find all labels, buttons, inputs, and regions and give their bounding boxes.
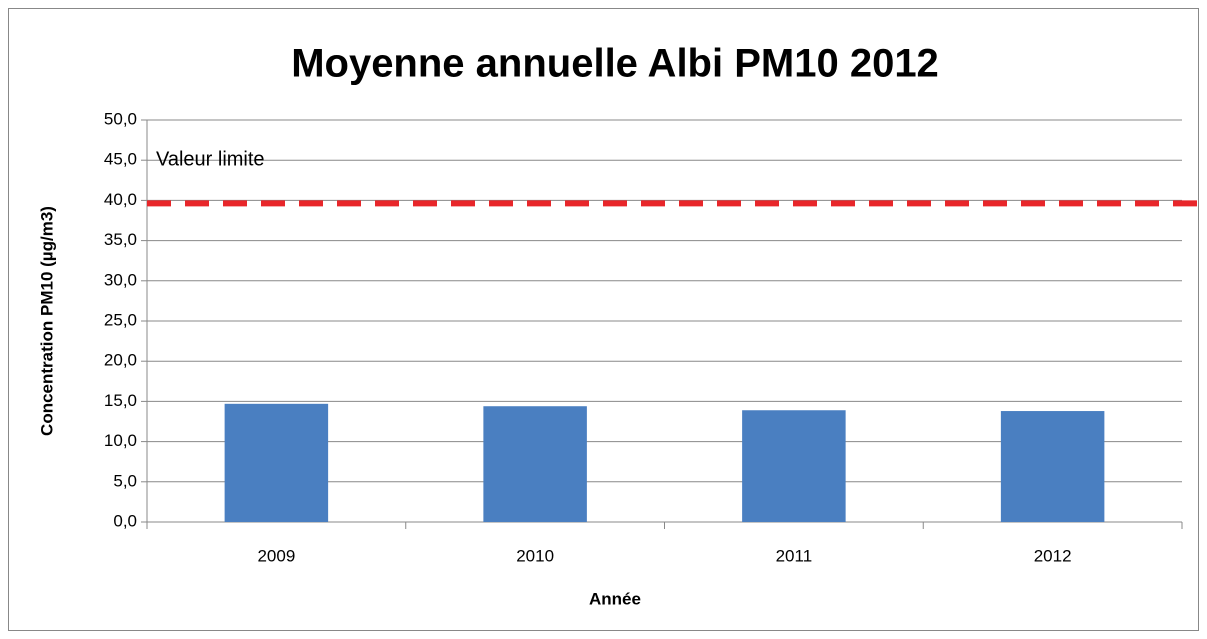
y-tick-label: 40,0	[104, 190, 137, 209]
chart-title: Moyenne annuelle Albi PM10 2012	[291, 42, 939, 86]
y-tick-label: 15,0	[104, 391, 137, 410]
y-tick-label: 30,0	[104, 270, 137, 289]
bar	[224, 403, 329, 522]
y-tick-label: 50,0	[104, 109, 137, 128]
reference-label: Valeur limite	[156, 148, 265, 170]
bar	[483, 406, 587, 522]
x-axis-label: Année	[589, 589, 641, 608]
y-tick-label: 45,0	[104, 150, 137, 169]
x-tick-label: 2009	[257, 546, 295, 565]
x-tick-label: 2010	[516, 546, 554, 565]
y-tick-label: 5,0	[113, 471, 137, 490]
bar	[742, 410, 846, 522]
bar	[1000, 411, 1105, 522]
y-tick-label: 0,0	[113, 511, 137, 530]
y-tick-label: 35,0	[104, 230, 137, 249]
y-tick-label: 25,0	[104, 310, 137, 329]
y-tick-label: 20,0	[104, 351, 137, 370]
x-tick-label: 2011	[776, 546, 813, 565]
y-axis-label: Concentration PM10 (µg/m3)	[37, 206, 56, 436]
x-tick-label: 2012	[1034, 546, 1072, 565]
chart-border	[8, 8, 1199, 631]
y-tick-label: 10,0	[104, 431, 137, 450]
